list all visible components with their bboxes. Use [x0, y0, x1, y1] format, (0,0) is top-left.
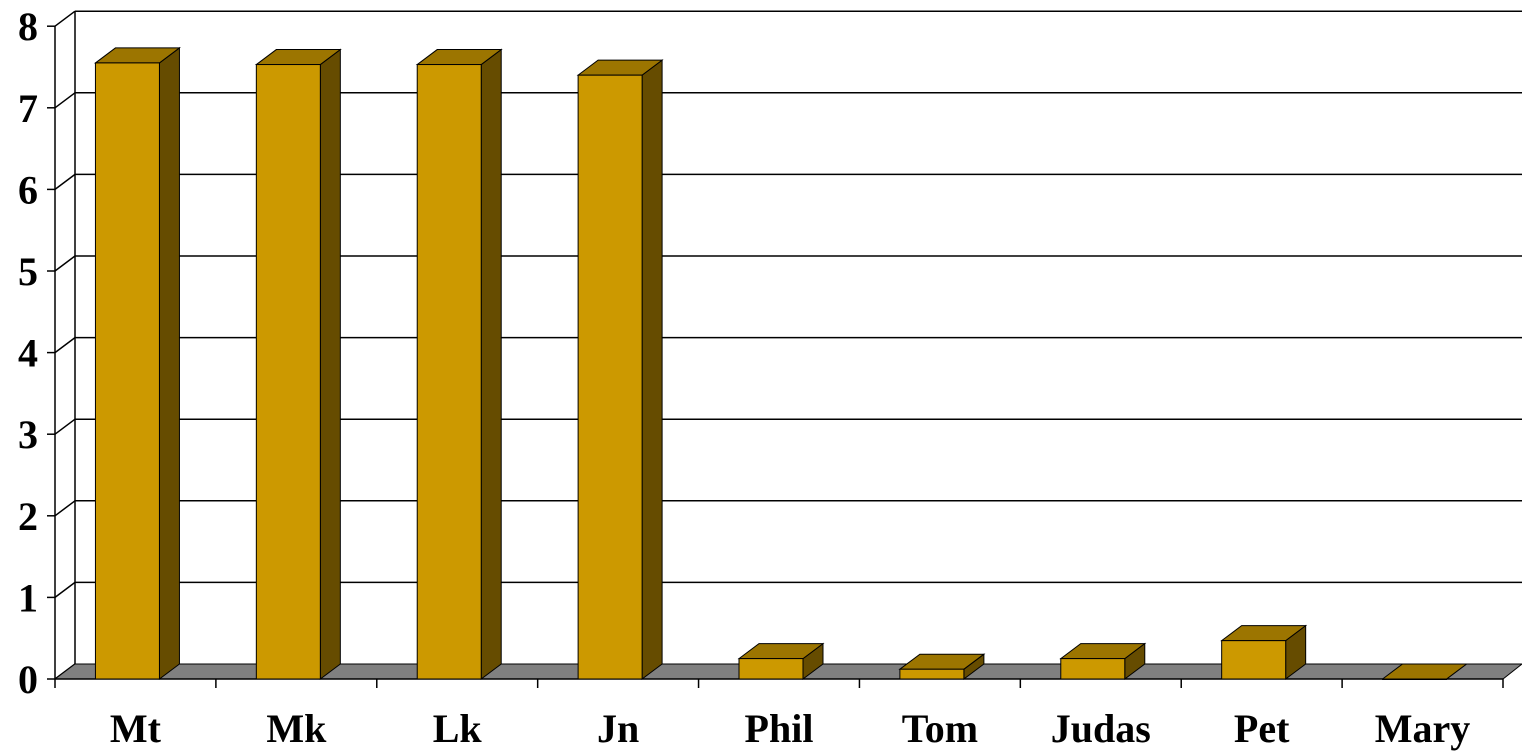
- x-category-label: Mt: [110, 706, 162, 751]
- x-category-labels: Mt Mk Lk Jn Phil Tom Judas Pet Mary: [110, 706, 1470, 751]
- bar-lk: [415, 48, 503, 680]
- gridline-side: [54, 10, 76, 27]
- gridline-side: [54, 255, 76, 272]
- x-category-label: Judas: [1051, 706, 1151, 751]
- y-tick-labels: 0 1 2 3 4 5 6 7 8: [18, 4, 38, 702]
- y-tick-label: 6: [18, 167, 38, 212]
- bar-phil: [737, 642, 825, 680]
- bar-front-face: [899, 668, 965, 680]
- bar-front-face: [255, 64, 321, 680]
- x-category-label: Lk: [433, 706, 483, 751]
- bar-front-face: [94, 62, 160, 680]
- bar-front-face: [1060, 658, 1126, 680]
- y-tick-label: 2: [18, 494, 38, 539]
- bar-pet: [1220, 624, 1308, 680]
- x-category-label: Mary: [1375, 706, 1471, 751]
- bar-front-face: [416, 64, 482, 680]
- y-tick-label: 7: [18, 86, 38, 131]
- x-category-label: Jn: [597, 706, 639, 751]
- bar-judas: [1059, 642, 1147, 680]
- bar-side-face: [480, 48, 502, 680]
- bar-jn: [576, 59, 664, 680]
- gridline-side: [54, 418, 76, 435]
- gridline-side: [54, 173, 76, 190]
- bar-front-face: [1221, 640, 1287, 680]
- y-tick-label: 5: [18, 249, 38, 294]
- gridline-side: [54, 337, 76, 354]
- bar-front-face: [1382, 678, 1448, 680]
- bar-front-face: [577, 74, 643, 680]
- x-category-label: Tom: [902, 706, 978, 751]
- bar-mary: [1381, 663, 1469, 680]
- y-tick-label: 0: [18, 657, 38, 702]
- y-tick-label: 3: [18, 412, 38, 457]
- bar-front-face: [738, 658, 804, 680]
- x-category-label: Pet: [1234, 706, 1290, 751]
- bars: [93, 46, 1469, 680]
- bar-mk: [254, 48, 342, 680]
- gridline-side: [54, 581, 76, 599]
- bar-side-face: [158, 46, 180, 680]
- bar-mt: [93, 46, 181, 680]
- bar-side-face: [319, 48, 341, 680]
- gridline-side: [54, 500, 76, 517]
- gridline-side: [54, 92, 76, 109]
- x-category-label: Phil: [745, 706, 814, 751]
- bar-side-face: [641, 59, 663, 680]
- y-tick-label: 1: [18, 575, 38, 620]
- x-category-label: Mk: [266, 706, 327, 751]
- y-tick-label: 8: [18, 4, 38, 49]
- bar-tom: [898, 653, 986, 680]
- y-tick-label: 4: [18, 331, 38, 376]
